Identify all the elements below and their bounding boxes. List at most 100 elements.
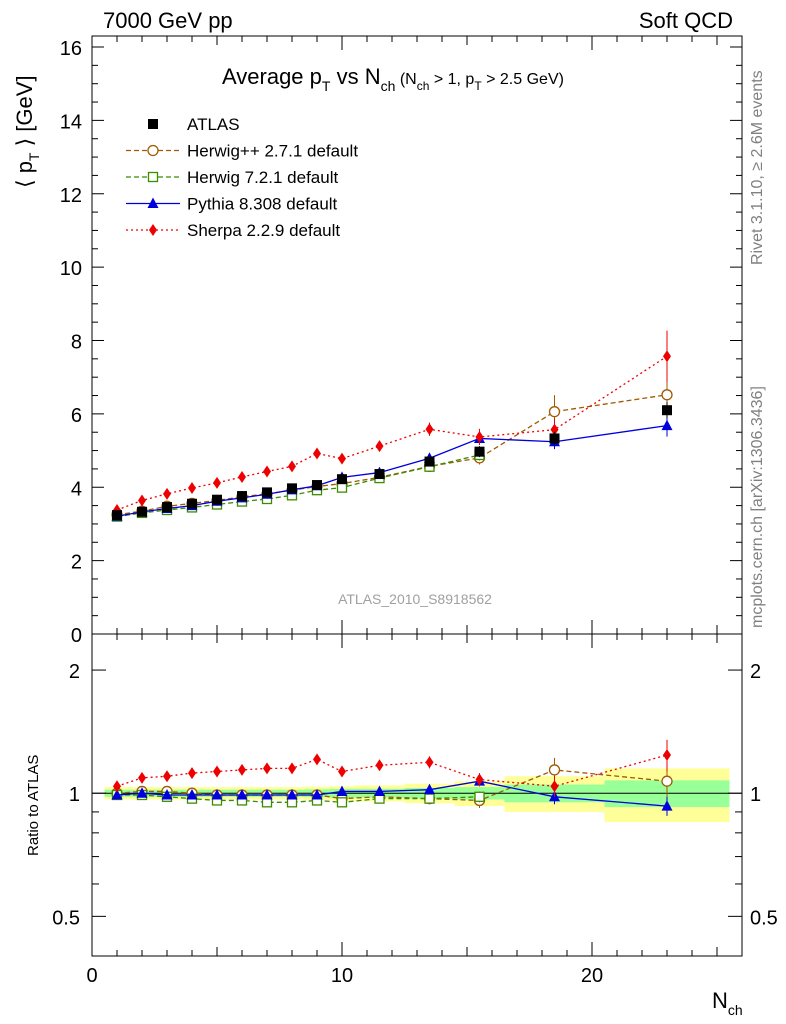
ratio-point bbox=[661, 775, 673, 787]
mcplots-label: mcplots.cern.ch [arXiv:1306.3436] bbox=[749, 386, 766, 628]
ratio-point bbox=[424, 783, 435, 795]
ratio-point bbox=[111, 788, 123, 800]
x-axis-label: Nch bbox=[712, 988, 743, 1018]
data-point bbox=[312, 480, 322, 491]
ratio-point bbox=[288, 762, 296, 775]
ratio-point bbox=[550, 780, 559, 793]
y-tick-label: 12 bbox=[60, 185, 82, 207]
ratio-point bbox=[113, 780, 121, 793]
ratio-point bbox=[336, 797, 348, 808]
data-point bbox=[663, 350, 671, 363]
y-tick-label: 16 bbox=[60, 38, 82, 60]
ratio-y-tick-label-right: 0.5 bbox=[750, 907, 778, 929]
energy-label: 7000 GeV pp bbox=[103, 8, 233, 33]
data-point bbox=[661, 419, 673, 431]
legend-marker bbox=[147, 197, 159, 208]
ratio-point bbox=[261, 788, 273, 800]
legend-marker bbox=[149, 224, 157, 236]
ratio-point bbox=[161, 788, 173, 800]
series-line bbox=[116, 394, 668, 516]
legend-item-sherpa-2-2-9-default: Sherpa 2.2.9 default bbox=[126, 221, 340, 240]
ratio-plot-frame bbox=[91, 633, 743, 957]
ratio-point bbox=[425, 756, 434, 769]
main-y-axis-label: ⟨ pT ⟩ [GeV] bbox=[12, 75, 42, 188]
y-tick-label: 8 bbox=[71, 332, 82, 354]
ratio-point bbox=[474, 791, 485, 802]
data-point bbox=[336, 482, 348, 493]
ratio-point bbox=[211, 788, 223, 800]
ratio-point bbox=[311, 788, 323, 800]
legend-label: Herwig++ 2.7.1 default bbox=[187, 142, 358, 161]
series-herwig-2-7-1-default bbox=[111, 369, 673, 521]
ratio-line bbox=[116, 769, 668, 802]
legend-label: Pythia 8.308 default bbox=[187, 195, 338, 214]
data-point bbox=[162, 502, 172, 513]
legend-label: Sherpa 2.2.9 default bbox=[187, 221, 340, 240]
main-title: Average pT vs Nch (Nch > 1, pT > 2.5 GeV… bbox=[222, 64, 564, 94]
ratio-point bbox=[136, 787, 148, 798]
legend-item-herwig-2-7-1-default: Herwig++ 2.7.1 default bbox=[126, 142, 358, 161]
ratio-point bbox=[548, 764, 561, 776]
y-tick-label: 0 bbox=[71, 625, 82, 647]
data-point bbox=[550, 423, 559, 436]
ratio-point bbox=[313, 753, 321, 766]
data-point bbox=[112, 510, 122, 521]
data-point bbox=[212, 494, 222, 505]
data-point bbox=[137, 506, 147, 517]
ratio-series-pythia-8-308-default bbox=[111, 775, 673, 816]
data-point bbox=[548, 406, 561, 418]
ratio-point bbox=[475, 773, 484, 786]
data-point bbox=[337, 474, 347, 485]
y-tick-label: 4 bbox=[71, 478, 82, 500]
series-line bbox=[116, 355, 668, 511]
y-tick-label: 10 bbox=[60, 258, 82, 280]
data-point bbox=[188, 481, 196, 494]
ratio-y-tick-label-right: 1 bbox=[750, 784, 761, 806]
ratio-point bbox=[213, 765, 221, 778]
ratio-point bbox=[163, 770, 171, 783]
data-point bbox=[288, 460, 296, 473]
legend-marker bbox=[148, 119, 158, 129]
ratio-point bbox=[663, 748, 671, 761]
data-point bbox=[263, 465, 271, 478]
ratio-plot-panel: 0.5 0.5 1 1 2 2 0 10 20 Ratio to ATLAS Nch bbox=[25, 633, 778, 1018]
legend-marker bbox=[147, 144, 159, 157]
data-point bbox=[475, 430, 484, 443]
x-tick-label: 20 bbox=[581, 965, 603, 987]
data-point bbox=[374, 469, 385, 480]
legend: ATLAS Herwig++ 2.7.1 default Herwig 7.2.1 … bbox=[126, 115, 358, 240]
data-point bbox=[163, 487, 171, 500]
data-point bbox=[138, 494, 146, 507]
ratio-y-tick-label: 2 bbox=[69, 661, 80, 683]
data-point bbox=[338, 452, 346, 465]
analysis-id-label: ATLAS_2010_S8918562 bbox=[338, 591, 492, 607]
data-point bbox=[661, 389, 673, 401]
ratio-point bbox=[263, 762, 271, 775]
y-tick-label: 14 bbox=[60, 111, 82, 133]
x-tick-label: 10 bbox=[331, 965, 353, 987]
data-point bbox=[474, 446, 485, 457]
ratio-point bbox=[374, 785, 385, 796]
ratio-y-axis-label: Ratio to ATLAS bbox=[25, 755, 42, 856]
data-point bbox=[425, 423, 434, 436]
ratio-point bbox=[188, 767, 196, 780]
data-point bbox=[287, 483, 297, 494]
data-point bbox=[549, 433, 560, 444]
ratio-point bbox=[238, 763, 246, 776]
legend-label: ATLAS bbox=[187, 115, 240, 134]
data-point bbox=[187, 498, 197, 509]
x-tick-label: 0 bbox=[86, 965, 97, 987]
rivet-label: Rivet 3.1.10, ≥ 2.6M events bbox=[749, 70, 766, 265]
legend-marker bbox=[147, 171, 159, 183]
ratio-point bbox=[338, 765, 346, 778]
legend-item-pythia-8-308-default: Pythia 8.308 default bbox=[126, 195, 338, 214]
legend-item-herwig-7-2-1-default: Herwig 7.2.1 default bbox=[126, 168, 338, 187]
series-atlas bbox=[112, 402, 672, 521]
legend-label: Herwig 7.2.1 default bbox=[187, 168, 338, 187]
ratio-y-tick-label-right: 2 bbox=[750, 661, 761, 683]
ratio-point bbox=[286, 788, 298, 800]
ratio-y-tick-label: 0.5 bbox=[52, 907, 80, 929]
ratio-point bbox=[186, 788, 198, 800]
y-tick-label: 6 bbox=[71, 405, 82, 427]
